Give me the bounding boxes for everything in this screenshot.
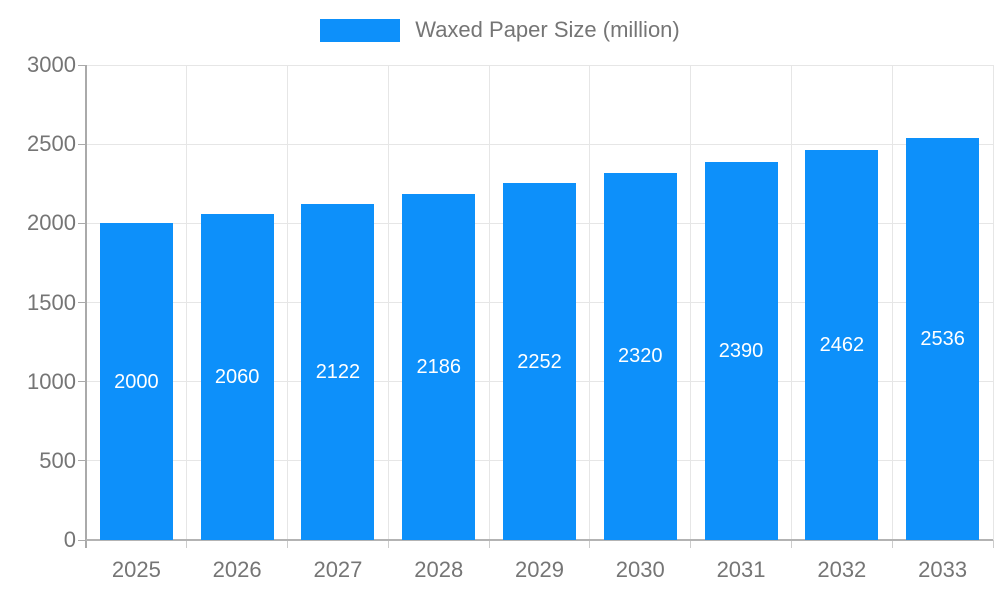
y-axis-line: [85, 65, 87, 548]
legend-label: Waxed Paper Size (million): [415, 17, 680, 42]
x-axis-tick: [186, 540, 188, 548]
y-axis-tick-label: 2000: [27, 210, 76, 236]
bar-value-label: 2320: [618, 345, 663, 368]
bar-value-label: 2122: [315, 361, 361, 383]
legend-swatch-icon: [320, 18, 401, 42]
x-axis-tick-label: 2033: [918, 557, 968, 582]
x-axis-tick-label: 2031: [716, 557, 766, 582]
x-axis-tick-label: 2028: [414, 557, 464, 582]
legend-item[interactable]: Waxed Paper Size (million): [0, 17, 1000, 43]
x-axis-tick-label: 2025: [111, 557, 161, 582]
gridline-vertical: [690, 65, 692, 540]
x-axis-line: [86, 539, 993, 541]
y-axis-tick-label: 500: [39, 447, 76, 473]
gridline-horizontal: [86, 143, 993, 145]
gridline-vertical: [186, 65, 188, 540]
bar-2033[interactable]: [906, 138, 980, 540]
bar-2026[interactable]: [200, 213, 274, 540]
bar-value-label: 2060: [214, 365, 260, 388]
gridline-vertical: [891, 65, 893, 540]
bar-2032[interactable]: [805, 150, 879, 540]
x-axis-tick-label: 2032: [817, 557, 867, 582]
x-axis-tick: [488, 540, 490, 548]
x-axis-tick-label: 2030: [615, 557, 665, 582]
bar-2030[interactable]: [603, 172, 677, 540]
bar-2025[interactable]: [99, 223, 173, 540]
bar-value-label: 2536: [920, 328, 965, 351]
y-axis-tick: [78, 539, 86, 541]
y-axis-tick: [78, 222, 86, 224]
x-axis-tick: [992, 540, 994, 548]
y-axis-tick-label: 3000: [27, 52, 76, 77]
x-axis-tick-label: 2027: [313, 557, 363, 582]
bar-2027[interactable]: [301, 204, 375, 540]
y-axis-tick: [78, 143, 86, 145]
bar-value-label: 2390: [718, 339, 764, 362]
y-axis-tick: [78, 381, 86, 383]
gridline-horizontal: [86, 64, 993, 66]
y-axis-tick: [78, 64, 86, 66]
y-axis-tick: [78, 460, 86, 462]
bar-2031[interactable]: [704, 161, 778, 540]
x-axis-tick: [589, 540, 591, 548]
gridline-vertical: [488, 65, 490, 540]
bar-2029[interactable]: [503, 183, 576, 540]
y-axis-tick-label: 1000: [27, 368, 76, 394]
y-axis-tick: [78, 302, 86, 303]
bar-value-label: 2000: [114, 370, 159, 393]
gridline-vertical: [387, 65, 389, 540]
bar-value-label: 2462: [819, 334, 865, 357]
x-axis-tick-label: 2029: [515, 557, 564, 582]
x-axis-tick: [790, 540, 792, 548]
y-axis-tick-label: 0: [63, 527, 76, 552]
bar-value-label: 2186: [416, 355, 461, 378]
bar-2028[interactable]: [402, 193, 476, 540]
gridline-vertical: [992, 65, 994, 540]
y-axis-tick-label: 2500: [27, 131, 76, 157]
gridline-vertical: [589, 65, 591, 540]
x-axis-tick-label: 2026: [212, 557, 262, 582]
gridline-vertical: [287, 65, 289, 540]
y-axis-tick-label: 1500: [27, 289, 76, 315]
x-axis-tick: [891, 540, 893, 548]
gridline-vertical: [790, 65, 792, 540]
bar-value-label: 2252: [517, 350, 562, 373]
x-axis-tick: [387, 540, 389, 548]
x-axis-tick: [690, 540, 692, 548]
x-axis-tick: [287, 540, 289, 548]
